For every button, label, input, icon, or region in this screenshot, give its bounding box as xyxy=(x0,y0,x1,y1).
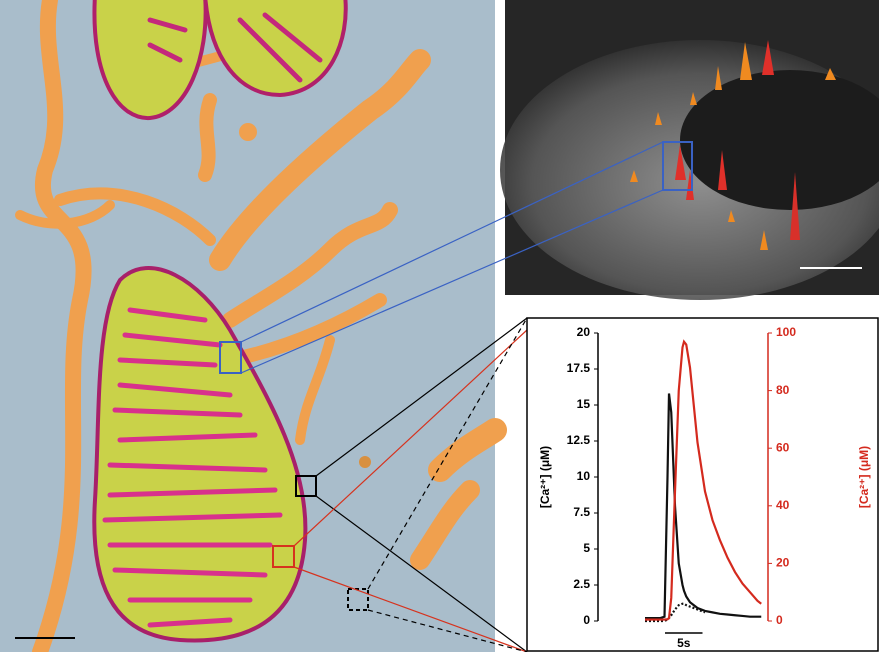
em-image xyxy=(0,0,495,652)
y2-tick-label: 100 xyxy=(776,325,796,339)
y-tick-label: 17.5 xyxy=(567,361,591,375)
y-tick-label: 5 xyxy=(583,541,590,555)
y-tick-label: 10 xyxy=(577,469,591,483)
y-tick-label: 2.5 xyxy=(573,577,590,591)
scale-bar-label: 5s xyxy=(677,636,691,650)
y2-tick-label: 60 xyxy=(776,440,790,454)
y2-axis-label: [Ca²⁺] (μM) xyxy=(857,446,871,508)
y-tick-label: 20 xyxy=(577,325,591,339)
page: {"chart_data": {"type": "line", "y_label… xyxy=(0,0,879,652)
y2-tick-label: 40 xyxy=(776,498,790,512)
fluorescence-image xyxy=(500,0,879,300)
y2-tick-label: 0 xyxy=(776,613,783,627)
y-tick-label: 12.5 xyxy=(567,433,591,447)
y-axis-label: [Ca²⁺] (μM) xyxy=(538,446,552,508)
y-tick-label: 7.5 xyxy=(573,505,590,519)
y2-tick-label: 80 xyxy=(776,383,790,397)
y2-tick-label: 20 xyxy=(776,556,790,570)
figure: 0 2.5 5 7.5 10 12.5 15 17.5 20 0 20 40 60 80 100 [Ca²⁺]… xyxy=(0,0,879,652)
y-tick-label: 0 xyxy=(583,613,590,627)
y-tick-label: 15 xyxy=(577,397,591,411)
